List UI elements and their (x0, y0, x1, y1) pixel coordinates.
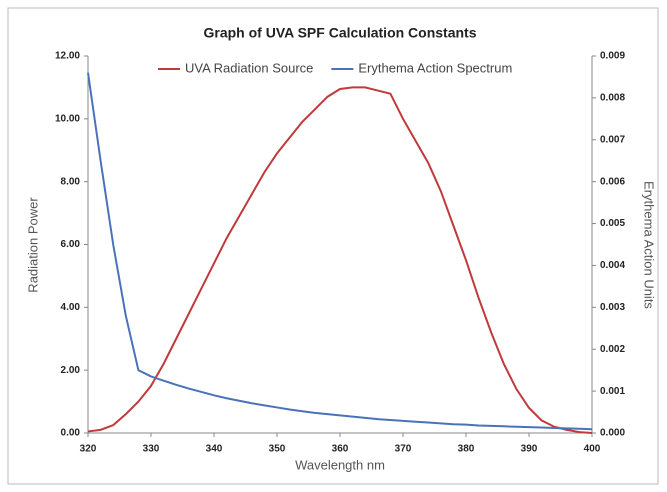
x-tick-label: 370 (395, 444, 412, 455)
x-axis-title: Wavelength nm (295, 457, 385, 472)
legend-label: Erythema Action Spectrum (358, 60, 512, 75)
x-tick-label: 320 (80, 444, 97, 455)
x-tick-label: 380 (458, 444, 475, 455)
chart-title: Graph of UVA SPF Calculation Constants (203, 25, 476, 41)
x-tick-label: 400 (584, 444, 601, 455)
y-tick-label: 4.00 (61, 302, 81, 313)
series-line (87, 86, 593, 434)
y2-tick-label: 0.009 (600, 51, 625, 62)
y-tick-label: 12.00 (55, 51, 80, 62)
y2-tick-label: 0.007 (600, 134, 625, 145)
y2-tick-label: 0.002 (600, 344, 625, 355)
series-line (87, 72, 593, 431)
y2-axis-title: Erythema Action Units (642, 181, 657, 309)
y-tick-label: 0.00 (61, 428, 81, 439)
y2-tick-label: 0.004 (600, 260, 625, 271)
y2-tick-label: 0.006 (600, 176, 625, 187)
x-tick-label: 390 (521, 444, 538, 455)
y2-tick-label: 0.001 (600, 386, 625, 397)
chart-frame (7, 7, 659, 485)
x-tick-label: 350 (269, 444, 286, 455)
y2-tick-label: 0.005 (600, 218, 625, 229)
y-tick-label: 6.00 (61, 239, 81, 250)
x-tick-label: 360 (332, 444, 349, 455)
y-axis-title: Radiation Power (25, 197, 40, 293)
y2-tick-label: 0.008 (600, 93, 625, 104)
y-tick-label: 2.00 (61, 365, 81, 376)
x-tick-label: 340 (206, 444, 223, 455)
y-tick-label: 10.00 (55, 113, 80, 124)
y-tick-label: 8.00 (61, 176, 81, 187)
y2-tick-label: 0.003 (600, 302, 625, 313)
legend-label: UVA Radiation Source (185, 60, 313, 75)
x-tick-label: 330 (143, 444, 160, 455)
y2-tick-label: 0.000 (600, 428, 625, 439)
